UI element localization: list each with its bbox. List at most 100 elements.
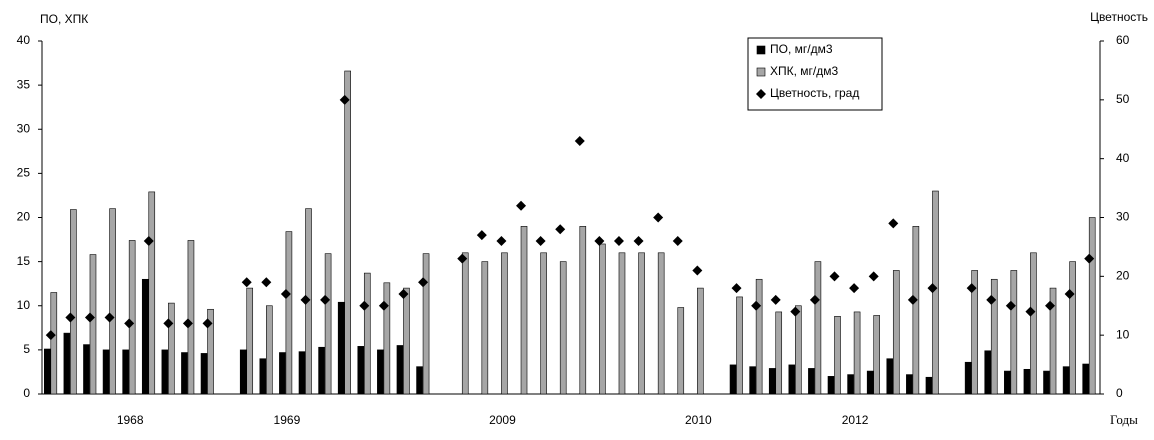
bar (886, 358, 894, 395)
y-tick-label: 15 (17, 254, 31, 268)
bar (422, 253, 430, 395)
legend-swatch (756, 67, 766, 77)
diamond-marker (359, 300, 370, 311)
bar (1023, 368, 1031, 395)
legend-swatch (756, 89, 766, 99)
bar (990, 278, 998, 395)
legend-swatch (756, 45, 766, 55)
bar (141, 278, 149, 395)
diamond-marker (790, 306, 801, 317)
bar (853, 311, 861, 395)
y-tick-label: 30 (17, 121, 31, 135)
diamond-marker (907, 294, 918, 305)
diamond-marker (300, 294, 311, 305)
diamond-marker (418, 277, 429, 288)
bar (200, 353, 208, 395)
diamond-marker (65, 312, 76, 323)
bar (847, 374, 854, 395)
bar (912, 226, 920, 395)
y2-tick-label: 40 (1116, 151, 1130, 165)
diamond-marker (594, 236, 605, 247)
diamond-marker (849, 283, 860, 294)
bar (63, 332, 71, 395)
bar (181, 352, 188, 395)
bar (866, 370, 874, 395)
diamond-marker (751, 300, 762, 311)
diamond-marker (574, 136, 585, 147)
y2-tick-label: 30 (1116, 210, 1130, 224)
diamond-marker (653, 212, 664, 223)
diamond-marker (1084, 253, 1095, 264)
bar (461, 252, 469, 395)
bar (520, 226, 528, 395)
diamond-marker (280, 288, 291, 299)
bar (755, 278, 763, 395)
bar (964, 361, 972, 395)
bar (1004, 370, 1011, 395)
diamond-marker (143, 236, 154, 247)
bar (239, 349, 247, 395)
bar (337, 301, 345, 395)
bar (618, 252, 626, 395)
bar (1030, 252, 1037, 395)
bar (383, 282, 391, 395)
legend-label: ПО, мг/дм3 (770, 42, 833, 56)
bar (768, 368, 776, 395)
y2-tick-label: 10 (1116, 327, 1130, 341)
diamond-marker (731, 283, 742, 294)
bar (657, 252, 665, 395)
y2-tick-label: 20 (1116, 269, 1130, 283)
legend-label: ХПК, мг/дм3 (770, 64, 839, 78)
diamond-marker (829, 271, 840, 282)
x-axis-label: Годы (1110, 412, 1138, 427)
bar (207, 308, 214, 395)
bar (925, 376, 933, 395)
bar (357, 346, 365, 395)
bar (481, 261, 489, 395)
legend-label: Цветность, град (770, 86, 859, 100)
diamond-marker (163, 318, 174, 329)
diamond-marker (692, 265, 703, 276)
bar (788, 364, 796, 395)
bar (285, 231, 293, 395)
bar (168, 302, 175, 395)
bar (1088, 217, 1096, 395)
y-tick-label: 25 (17, 166, 31, 180)
y-tick-label: 20 (17, 210, 31, 224)
bar (246, 287, 254, 395)
diamond-marker (809, 294, 820, 305)
bar (83, 344, 90, 395)
bar (873, 315, 880, 395)
bar (697, 287, 704, 395)
diamond-marker (770, 294, 781, 305)
diamond-marker (868, 271, 879, 282)
bar (1049, 287, 1057, 395)
bar (749, 366, 756, 395)
y-axis-label: ПО, ХПК (40, 12, 88, 26)
diamond-marker (555, 224, 566, 235)
diamond-marker (457, 253, 468, 264)
diamond-marker (339, 94, 350, 105)
bar (266, 305, 273, 395)
bar (1010, 270, 1018, 395)
diamond-marker (476, 230, 487, 241)
bar (324, 253, 332, 395)
diamond-marker (535, 236, 546, 247)
bar (677, 307, 685, 395)
bar (579, 226, 587, 395)
y-tick-label: 10 (17, 298, 31, 312)
diamond-marker (182, 318, 193, 329)
bar (775, 311, 783, 395)
x-tick-label: 2012 (842, 413, 869, 427)
bar (638, 252, 645, 395)
bar (128, 240, 136, 395)
bar (122, 349, 129, 395)
bar (1069, 261, 1076, 395)
bar (396, 345, 404, 395)
y-tick-label: 35 (17, 77, 31, 91)
diamond-marker (202, 318, 213, 329)
bar (298, 351, 306, 395)
bar (932, 190, 939, 395)
diamond-marker (966, 283, 977, 294)
